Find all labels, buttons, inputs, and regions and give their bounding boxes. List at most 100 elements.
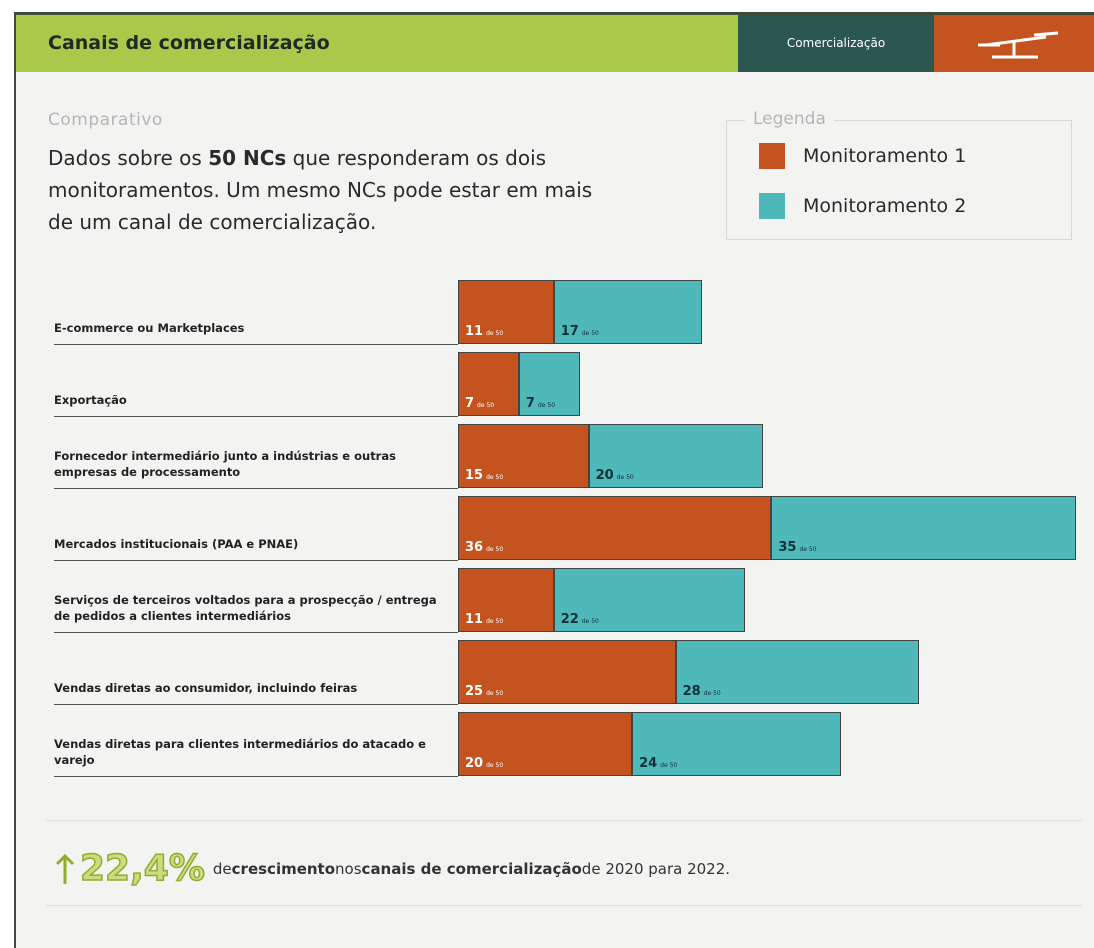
legend-label: Monitoramento 1 xyxy=(803,145,967,167)
bar-segment: 7 de 50 xyxy=(458,352,519,416)
separator xyxy=(46,905,1082,906)
section-tab[interactable]: Comercialização xyxy=(738,15,934,72)
value-number: 11 xyxy=(465,324,484,339)
value-label: 35 de 50 xyxy=(778,540,816,555)
category-label: Fornecedor intermediário junto a indústr… xyxy=(54,449,396,479)
value-suffix: de 50 xyxy=(486,546,504,553)
value-number: 7 xyxy=(465,396,475,411)
value-label: 20 de 50 xyxy=(465,756,503,771)
row-underline xyxy=(54,704,458,705)
value-label: 36 de 50 xyxy=(465,540,503,555)
value-suffix: de 50 xyxy=(703,690,721,697)
value-label: 7 de 50 xyxy=(526,396,555,411)
scale-icon xyxy=(978,31,1059,59)
value-label: 11 de 50 xyxy=(465,324,503,339)
separator xyxy=(46,820,1082,821)
value-number: 11 xyxy=(465,612,484,627)
value-suffix: de 50 xyxy=(477,402,495,409)
category-label: E-commerce ou Marketplaces xyxy=(54,321,245,335)
header: Canais de comercialização Comercializaçã… xyxy=(16,12,1094,72)
value-suffix: de 50 xyxy=(799,546,817,553)
footer-text: de 2020 para 2022. xyxy=(581,859,731,878)
card: Canais de comercialização Comercializaçã… xyxy=(14,12,1094,948)
bar-segment: 35 de 50 xyxy=(771,496,1076,560)
bar-segment: 25 de 50 xyxy=(458,640,676,704)
footer: 22,4% de crescimento nos canais de comer… xyxy=(54,847,731,890)
desc-text: que responderam os dois monitoramentos. … xyxy=(48,146,593,234)
bar-segment: 28 de 50 xyxy=(675,640,920,704)
value-label: 7 de 50 xyxy=(465,396,494,411)
desc-bold: 50 NCs xyxy=(208,146,287,170)
value-suffix: de 50 xyxy=(486,474,504,481)
value-suffix: de 50 xyxy=(660,762,678,769)
value-label: 11 de 50 xyxy=(465,612,503,627)
category-label: Serviços de terceiros voltados para a pr… xyxy=(54,593,437,623)
value-label: 24 de 50 xyxy=(639,756,677,771)
legend: Legenda Monitoramento 1 Monitoramento 2 xyxy=(726,109,1072,240)
value-number: 22 xyxy=(560,612,579,627)
value-number: 20 xyxy=(465,756,484,771)
row-underline xyxy=(54,488,458,489)
value-suffix: de 50 xyxy=(581,618,599,625)
arrow-icon xyxy=(55,853,75,884)
header-title: Canais de comercialização xyxy=(48,32,330,54)
value-suffix: de 50 xyxy=(486,690,504,697)
description: Dados sobre os 50 NCs que responderam os… xyxy=(48,142,608,238)
value-number: 35 xyxy=(778,540,797,555)
category-label: Exportação xyxy=(54,393,127,407)
desc-text: Dados sobre os xyxy=(48,146,202,170)
footer-bold: canais de comercialização xyxy=(361,859,582,878)
highlight: 22,4% xyxy=(79,847,205,890)
footer-text: de xyxy=(212,859,232,878)
value-label: 17 de 50 xyxy=(561,324,599,339)
value-number: 7 xyxy=(525,396,535,411)
value-number: 15 xyxy=(465,468,484,483)
bar-segment: 36 de 50 xyxy=(458,496,772,560)
legend-swatch xyxy=(759,193,785,219)
bar-segment: 20 de 50 xyxy=(588,424,763,488)
value-number: 36 xyxy=(465,540,484,555)
legend-item: Monitoramento 1 xyxy=(759,143,966,169)
category-label: Mercados institucionais (PAA e PNAE) xyxy=(54,537,299,551)
bar-segment: 11 de 50 xyxy=(458,280,554,344)
value-number: 28 xyxy=(682,684,701,699)
row-underline xyxy=(54,632,458,633)
value-label: 25 de 50 xyxy=(465,684,503,699)
legend-title: Legenda xyxy=(745,109,834,129)
value-suffix: de 50 xyxy=(486,762,504,769)
value-label: 20 de 50 xyxy=(596,468,634,483)
value-suffix: de 50 xyxy=(486,330,504,337)
value-number: 24 xyxy=(639,756,658,771)
bar-segment: 11 de 50 xyxy=(458,568,554,632)
bar-segment: 17 de 50 xyxy=(553,280,702,344)
value-number: 17 xyxy=(560,324,579,339)
value-number: 20 xyxy=(595,468,614,483)
value-label: 15 de 50 xyxy=(465,468,503,483)
value-label: 28 de 50 xyxy=(683,684,721,699)
icon-tab xyxy=(934,15,1094,72)
value-suffix: de 50 xyxy=(486,618,504,625)
value-suffix: de 50 xyxy=(581,330,599,337)
row-underline xyxy=(54,416,458,417)
value-number: 25 xyxy=(465,684,484,699)
footer-text: nos xyxy=(335,859,362,878)
bar-segment: 15 de 50 xyxy=(458,424,589,488)
category-label: Vendas diretas ao consumidor, incluindo … xyxy=(54,681,358,695)
bar-segment: 22 de 50 xyxy=(553,568,746,632)
legend-label: Monitoramento 2 xyxy=(803,195,967,217)
value-label: 22 de 50 xyxy=(561,612,599,627)
bar-segment: 24 de 50 xyxy=(632,712,841,776)
value-suffix: de 50 xyxy=(537,402,556,409)
bar-segment: 20 de 50 xyxy=(458,712,633,776)
value-suffix: de 50 xyxy=(616,474,634,481)
category-label: Vendas diretas para clientes intermediár… xyxy=(54,737,426,767)
footer-bold: crescimento xyxy=(231,859,336,878)
legend-item: Monitoramento 2 xyxy=(759,193,966,219)
bar-segment: 7 de 50 xyxy=(518,352,580,416)
legend-swatch xyxy=(759,143,785,169)
row-underline xyxy=(54,776,458,777)
row-underline xyxy=(54,560,458,561)
subtitle: Comparativo xyxy=(48,110,163,130)
row-underline xyxy=(54,344,458,345)
